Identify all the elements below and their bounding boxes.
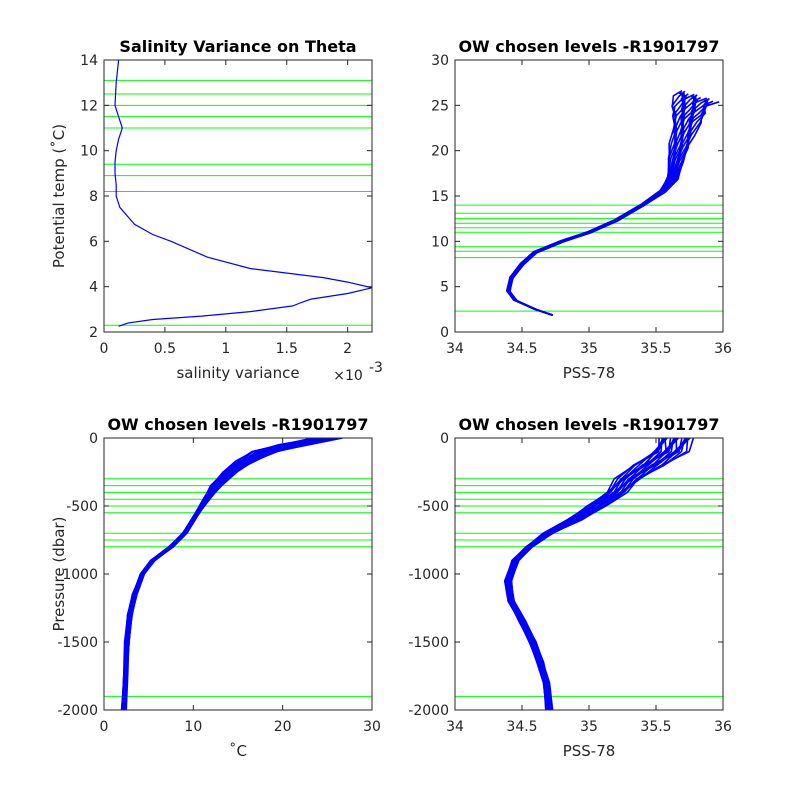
y-tick-label: 0 <box>440 431 449 447</box>
chart-title: OW chosen levels -R1901797 <box>458 415 719 434</box>
x-tick-label: 0 <box>100 719 109 735</box>
y-axis-label: Potential temp (˚C) <box>50 124 68 268</box>
y-tick-label: 0 <box>440 325 449 341</box>
y-tick-label: 14 <box>80 53 98 69</box>
x-axis-label: PSS-78 <box>563 364 616 382</box>
profile-line <box>508 100 708 316</box>
chart-title: OW chosen levels -R1901797 <box>107 415 368 434</box>
x-tick-label: 34 <box>446 341 464 357</box>
chart-title: Salinity Variance on Theta <box>119 37 356 56</box>
x-multiplier-exponent: -3 <box>369 360 383 376</box>
y-tick-label: 0 <box>89 431 98 447</box>
x-tick-label: 34 <box>446 719 464 735</box>
panel-ps: 34 34.5 35 35.5 36 0 -500 -1000 -1500 -2000 OW cho… <box>408 415 732 760</box>
profile-line <box>508 98 709 316</box>
x-axis-label: ˚C <box>229 742 247 760</box>
x-tick-label: 20 <box>274 719 292 735</box>
y-tick-label: 5 <box>440 280 449 296</box>
y-tick-label: -500 <box>417 499 449 515</box>
y-tick-label: -500 <box>66 499 98 515</box>
y-tick-label: 6 <box>89 234 98 250</box>
chart-title: OW chosen levels -R1901797 <box>458 37 719 56</box>
y-tick-label: 30 <box>431 53 449 69</box>
x-tick-label: 34.5 <box>506 341 537 357</box>
y-tick-label: 8 <box>89 189 98 205</box>
x-tick-label: 35 <box>580 341 598 357</box>
profile-line <box>125 438 343 710</box>
x-tick-label: 35.5 <box>640 719 671 735</box>
profiles-ts <box>505 90 720 316</box>
profile-line <box>507 96 697 316</box>
profiles-ps <box>503 438 695 710</box>
x-tick-label: 35.5 <box>640 341 671 357</box>
profiles-pt <box>120 438 343 710</box>
profile-line <box>507 96 702 316</box>
y-tick-label: 15 <box>431 189 449 205</box>
y-tick-label: -1000 <box>408 567 449 583</box>
x-tick-label: 2 <box>343 341 352 357</box>
x-axis-label: PSS-78 <box>563 742 616 760</box>
y-tick-label: -2000 <box>408 703 449 719</box>
panel-pt: 0 10 20 30 0 -500 -1000 -1500 -2000 OW chosen lev… <box>50 415 381 760</box>
x-tick-label: 1 <box>221 341 230 357</box>
x-tick-label: 1.5 <box>276 341 298 357</box>
y-tick-label: 12 <box>80 98 98 114</box>
variance-line <box>114 60 372 327</box>
x-tick-label: 36 <box>714 719 732 735</box>
profile-line <box>506 93 695 316</box>
profile-line <box>506 91 686 316</box>
y-tick-label: 20 <box>431 144 449 160</box>
x-tick-label: 0.5 <box>154 341 176 357</box>
y-tick-label: -1000 <box>57 567 98 583</box>
profile-line <box>506 90 686 316</box>
x-tick-label: 0 <box>100 341 109 357</box>
profile-line <box>508 97 710 316</box>
profile-line <box>505 90 683 316</box>
profile-line <box>508 101 720 316</box>
y-tick-label: 2 <box>89 325 98 341</box>
y-tick-label: 4 <box>89 280 98 296</box>
y-tick-label: 10 <box>431 234 449 250</box>
panel-var: 0 0.5 1 1.5 2 2 4 6 8 10 12 14 Salinity Variance on … <box>50 37 383 384</box>
x-tick-label: 10 <box>184 719 202 735</box>
axes-box <box>103 59 373 333</box>
x-tick-label: 34.5 <box>506 719 537 735</box>
profile-line <box>509 99 710 316</box>
profile-line <box>507 91 688 316</box>
profile-line <box>507 92 686 316</box>
profile-line <box>506 93 687 316</box>
profiles-var <box>114 60 372 327</box>
profile-line <box>509 438 695 710</box>
y-tick-label: 10 <box>80 144 98 160</box>
x-axis-label: salinity variance <box>176 364 299 382</box>
y-tick-label: 25 <box>431 98 449 114</box>
x-tick-label: 36 <box>714 341 732 357</box>
profile-line <box>509 99 708 316</box>
y-axis-label: Pressure (dbar) <box>50 517 68 632</box>
x-tick-label: 35 <box>580 719 598 735</box>
y-tick-label: -1500 <box>57 635 98 651</box>
panel-ts: 34 34.5 35 35.5 36 0 5 10 15 20 25 30 OW chosen leve… <box>431 37 732 382</box>
y-tick-label: -1500 <box>408 635 449 651</box>
x-multiplier-label: ×10 <box>333 368 363 384</box>
profile-line <box>506 93 689 316</box>
profile-line <box>508 95 697 316</box>
y-tick-label: -2000 <box>57 703 98 719</box>
x-tick-label: 30 <box>363 719 381 735</box>
